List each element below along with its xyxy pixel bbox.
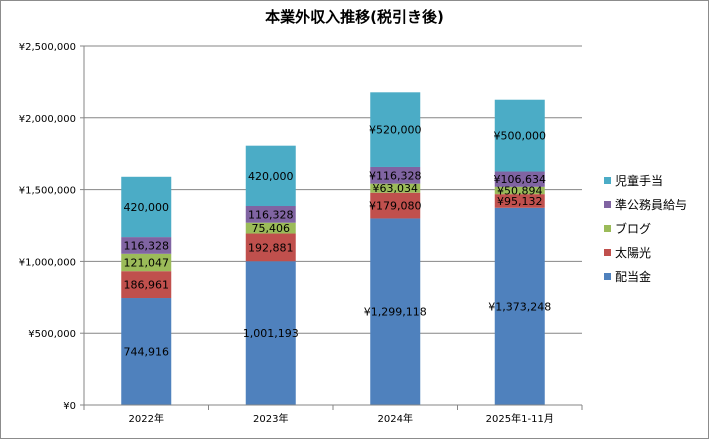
bar-segment	[245, 222, 296, 234]
data-label: 420,000	[124, 201, 170, 214]
y-axis: ¥0 ¥500,000 ¥1,000,000 ¥1,500,000 ¥2,000,000…	[19, 42, 85, 412]
bar-segment	[245, 145, 296, 206]
chart-title: 本業外収入推移(税引き後)	[265, 8, 444, 26]
y-tick-label: ¥2,500,000	[19, 42, 76, 53]
x-axis: 2022年 2023年 2024年 2025年1-11月	[83, 404, 583, 425]
bar-segment	[245, 261, 296, 405]
data-label: ¥1,373,248	[488, 300, 551, 313]
legend-swatch	[604, 249, 611, 256]
data-label: 116,328	[124, 239, 170, 252]
legend-swatch	[604, 273, 611, 280]
legend-label: 児童手当	[615, 173, 663, 188]
data-label: 75,406	[252, 222, 291, 235]
bar-segment	[370, 166, 421, 184]
data-label: 192,881	[248, 241, 294, 254]
data-label: ¥500,000	[494, 130, 547, 143]
y-tick-label: ¥1,000,000	[19, 257, 76, 268]
bar-segment	[121, 176, 172, 238]
y-tick-label: ¥500,000	[28, 329, 76, 340]
data-label: 121,047	[124, 256, 170, 269]
data-label: 1,001,193	[243, 327, 299, 340]
data-label: ¥95,132	[497, 195, 543, 208]
y-tick-label: ¥1,500,000	[19, 186, 76, 197]
bar-segment	[121, 298, 172, 405]
bar-segment	[494, 99, 545, 172]
bar-segment	[370, 183, 421, 193]
legend-swatch	[604, 201, 611, 208]
legend-label: 配当金	[615, 269, 651, 284]
data-labels: 744,916 186,961 121,047 116,328 420,000 1,001…	[124, 124, 552, 359]
legend-label: 太陽光	[615, 245, 651, 260]
data-label: ¥106,634	[494, 173, 547, 186]
data-label: ¥63,034	[373, 182, 419, 195]
legend-swatch	[604, 177, 611, 184]
y-tick-label: ¥2,000,000	[19, 114, 76, 125]
bar-segment	[121, 253, 172, 272]
bars	[121, 92, 545, 405]
x-tick-label: 2023年	[253, 412, 288, 425]
data-label: 420,000	[248, 170, 294, 183]
legend-label: ブログ	[615, 221, 651, 236]
bar-segment	[494, 194, 545, 208]
data-label: 744,916	[124, 346, 170, 359]
bar-segment	[494, 171, 545, 187]
bar-segment	[121, 271, 172, 299]
data-label: ¥179,080	[369, 200, 422, 213]
x-tick-label: 2024年	[378, 412, 413, 425]
bar-segment	[370, 92, 421, 167]
x-tick-label: 2025年1-11月	[486, 412, 554, 425]
bar-segment	[245, 205, 296, 223]
x-tick-label: 2022年	[129, 412, 164, 425]
data-label: 186,961	[124, 279, 170, 292]
legend-label: 準公務員給与	[615, 197, 687, 212]
data-label: ¥1,299,118	[364, 306, 427, 319]
bar-segment	[370, 218, 421, 405]
bar-segment	[245, 233, 296, 262]
data-label: ¥116,328	[369, 169, 422, 182]
bar-segment	[121, 237, 172, 254]
legend-swatch	[604, 225, 611, 232]
bar-segment	[370, 192, 421, 219]
data-label: ¥520,000	[369, 124, 422, 137]
bar-segment	[494, 186, 545, 195]
data-label: 116,328	[248, 208, 294, 221]
bar-segment	[494, 207, 545, 405]
y-tick-label: ¥0	[63, 401, 76, 412]
data-label: ¥50,894	[497, 184, 543, 197]
